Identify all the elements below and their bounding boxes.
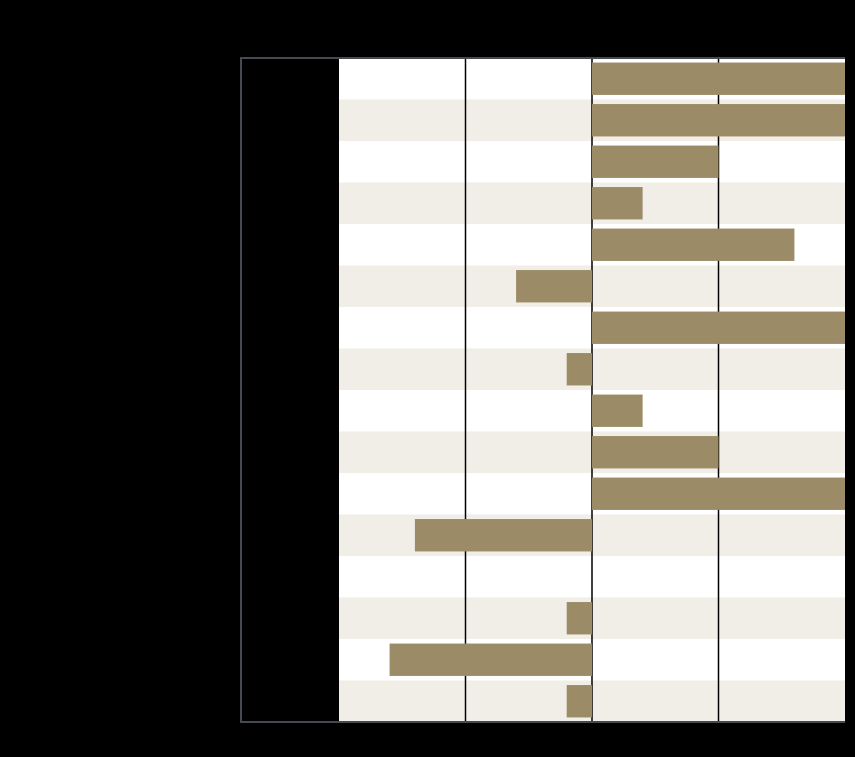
bar: [389, 643, 592, 676]
bar: [566, 602, 592, 635]
plot-frame: [240, 57, 845, 723]
plot-frame-border: [240, 57, 845, 723]
bar: [592, 62, 845, 95]
bar: [592, 104, 845, 137]
bar: [592, 436, 719, 469]
bar: [592, 311, 845, 344]
bar: [592, 145, 719, 178]
row-bands: [242, 58, 845, 722]
bars: [389, 62, 845, 718]
bar: [592, 187, 643, 220]
bar: [516, 270, 592, 303]
bar: [414, 519, 592, 552]
category-label-panel: [242, 58, 339, 722]
bar: [566, 685, 592, 718]
bar: [566, 353, 592, 386]
bar: [592, 228, 795, 261]
bar: [592, 477, 845, 510]
bar: [592, 394, 643, 427]
